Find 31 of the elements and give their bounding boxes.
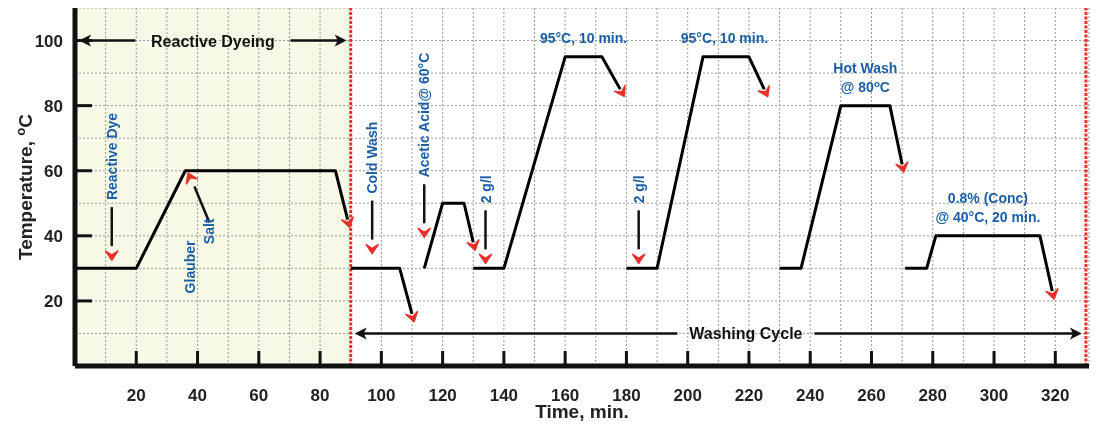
x-tick-label: 100 [367, 386, 396, 405]
annotation: 2 g/l [477, 175, 494, 204]
y-tick-label: 60 [44, 161, 63, 181]
annotation: Cold Wash [364, 121, 381, 194]
x-tick-label: 80 [310, 386, 330, 405]
annotation: 0.8% (Conc) @ 40°C, 20 min. [935, 189, 1041, 225]
y-tick-label: 20 [44, 291, 63, 311]
annotation: Glauber Salt [182, 218, 217, 294]
y-tick-label: 40 [44, 226, 63, 246]
x-tick-label: 220 [734, 386, 764, 405]
x-tick-label: 280 [918, 386, 947, 405]
annotation: Acetic Acid@ 60°C [416, 52, 433, 178]
annotation: Hot Wash @ 80$^{o}$C [833, 59, 898, 95]
x-tick-label: 260 [857, 386, 886, 405]
x-tick-label: 40 [188, 386, 207, 405]
band-label: Reactive Dyeing [151, 32, 275, 50]
annotation: 2 g/l [630, 175, 647, 204]
x-tick-label: 60 [249, 386, 269, 405]
annotation: 95°C, 10 min. [680, 29, 769, 46]
x-tick-label: 200 [673, 386, 702, 405]
annotation: Washing Cycle [689, 325, 803, 343]
x-tick-label: 320 [1041, 386, 1070, 405]
x-tick-label: 140 [489, 386, 519, 405]
x-tick-label: 120 [428, 386, 457, 405]
y-tick-label: 100 [34, 31, 63, 51]
x-tick-label: 300 [979, 386, 1009, 405]
annotation: 95°C, 10 min. [539, 29, 628, 46]
annotation: Reactive Dye [103, 112, 120, 201]
x-tick-label: 20 [126, 386, 146, 405]
y-tick-label: 80 [44, 96, 63, 116]
x-tick-label: 240 [796, 386, 825, 405]
